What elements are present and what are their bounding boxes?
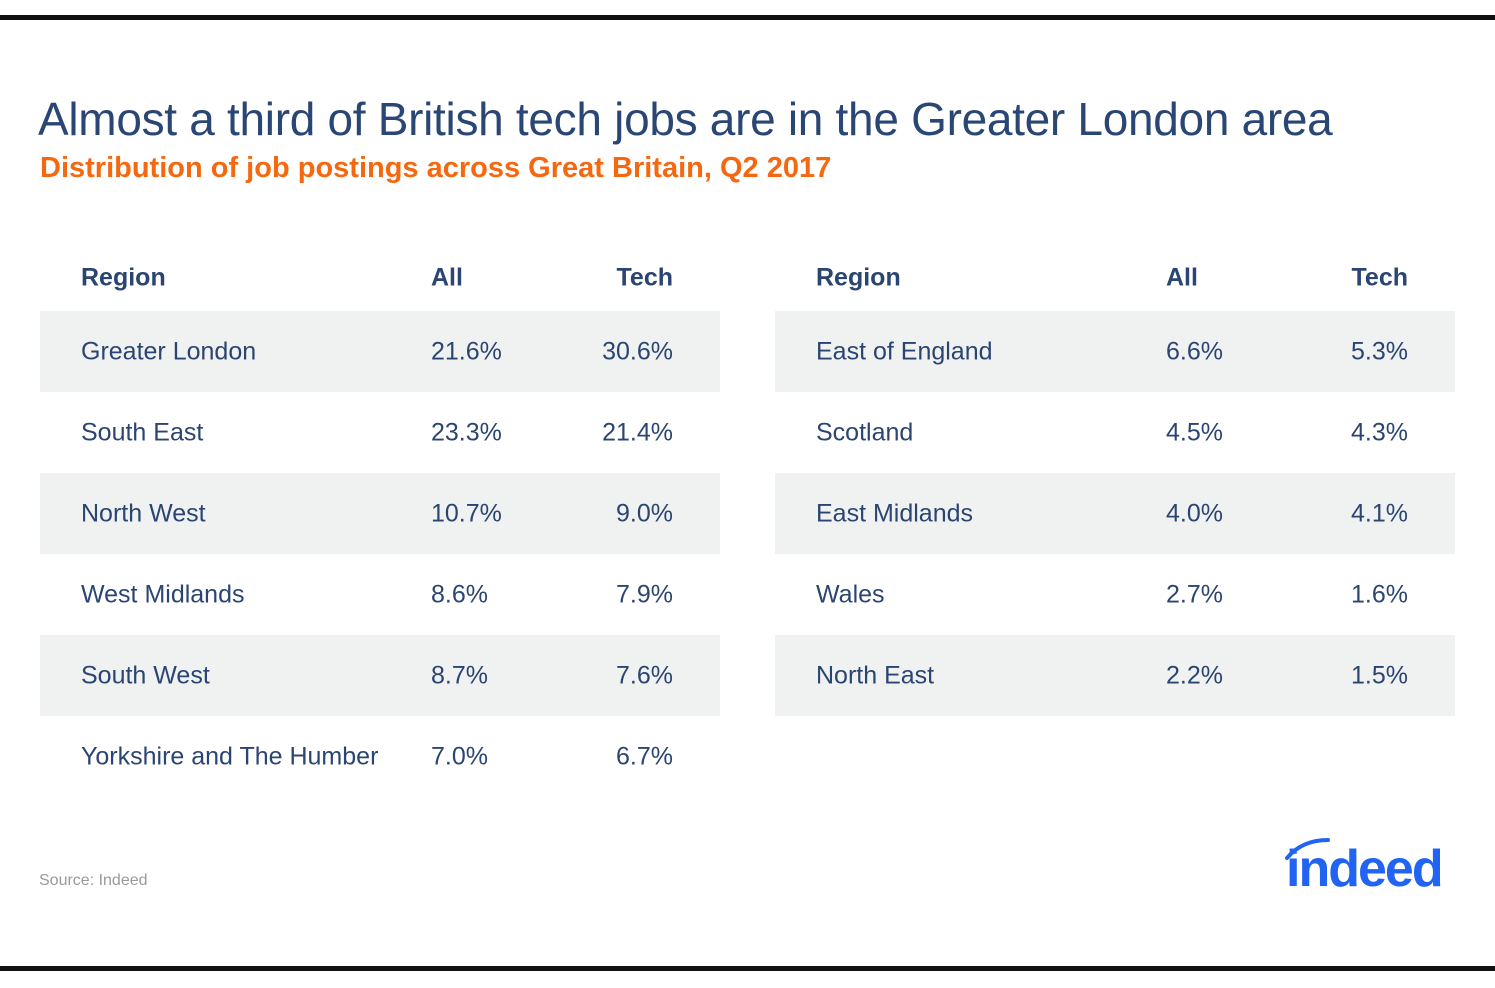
tech-value-cell: 9.0% xyxy=(616,499,673,527)
all-value-cell: 8.7% xyxy=(431,661,488,689)
table-row: South West 8.7% 7.6% xyxy=(40,635,720,716)
table-row: South East 23.3% 21.4% xyxy=(40,392,720,473)
indeed-logo: indeed xyxy=(1285,838,1444,896)
table-row: Yorkshire and The Humber 7.0% 6.7% xyxy=(40,716,720,797)
tech-value-cell: 4.3% xyxy=(1351,418,1408,446)
all-value-cell: 10.7% xyxy=(431,499,502,527)
region-cell: South West xyxy=(81,661,210,689)
column-header: Region xyxy=(816,263,901,292)
region-cell: South East xyxy=(81,418,204,446)
source-note: Source: Indeed xyxy=(39,872,148,889)
table-row: East Midlands 4.0% 4.1% xyxy=(775,473,1455,554)
region-cell: North West xyxy=(81,499,206,527)
region-cell: West Midlands xyxy=(81,580,245,608)
table-row: North West 10.7% 9.0% xyxy=(40,473,720,554)
table-row: Scotland 4.5% 4.3% xyxy=(775,392,1455,473)
all-value-cell: 4.0% xyxy=(1166,499,1223,527)
region-cell: Wales xyxy=(816,580,885,608)
column-header: Tech xyxy=(1351,263,1409,292)
column-header: All xyxy=(1166,263,1198,292)
all-value-cell: 2.2% xyxy=(1166,661,1223,689)
all-value-cell: 4.5% xyxy=(1166,418,1223,446)
table-row: Wales 2.7% 1.6% xyxy=(775,554,1455,635)
all-value-cell: 8.6% xyxy=(431,580,488,608)
tech-value-cell: 30.6% xyxy=(602,337,673,365)
table-row: Greater London 21.6% 30.6% xyxy=(40,311,720,392)
table-right: Region All Tech East of England 6.6% 5.3% Scot… xyxy=(775,245,1455,716)
all-value-cell: 2.7% xyxy=(1166,580,1223,608)
tech-value-cell: 5.3% xyxy=(1351,337,1408,365)
region-cell: Scotland xyxy=(816,418,914,446)
column-header: All xyxy=(431,263,463,292)
region-cell: North East xyxy=(816,661,935,689)
table-row: North East 2.2% 1.5% xyxy=(775,635,1455,716)
all-value-cell: 6.6% xyxy=(1166,337,1223,365)
tech-value-cell: 1.5% xyxy=(1351,661,1408,689)
chart-title: Almost a third of British tech jobs are … xyxy=(38,93,1333,145)
tech-value-cell: 7.9% xyxy=(616,580,673,608)
tech-value-cell: 21.4% xyxy=(602,418,673,446)
tech-value-cell: 7.6% xyxy=(616,661,673,689)
all-value-cell: 7.0% xyxy=(431,742,488,770)
tech-value-cell: 6.7% xyxy=(616,742,673,770)
region-cell: Greater London xyxy=(81,337,257,365)
column-header: Region xyxy=(81,263,166,292)
table-left: Region All Tech Greater London 21.6% 30.6% Sou… xyxy=(40,245,720,797)
chart-subtitle: Distribution of job postings across Grea… xyxy=(40,152,832,184)
all-value-cell: 23.3% xyxy=(431,418,502,446)
tech-value-cell: 4.1% xyxy=(1351,499,1408,527)
tech-value-cell: 1.6% xyxy=(1351,580,1408,608)
table-header-row: Region All Tech xyxy=(775,245,1455,311)
top-rule xyxy=(0,15,1495,20)
table-row: West Midlands 8.6% 7.9% xyxy=(40,554,720,635)
table-header-row: Region All Tech xyxy=(40,245,720,311)
region-cell: East of England xyxy=(816,337,993,365)
column-header: Tech xyxy=(616,263,674,292)
region-cell: Yorkshire and The Humber xyxy=(81,742,379,770)
table-row: East of England 6.6% 5.3% xyxy=(775,311,1455,392)
all-value-cell: 21.6% xyxy=(431,337,502,365)
bottom-rule xyxy=(0,966,1495,971)
region-cell: East Midlands xyxy=(816,499,974,527)
logo-text: indeed xyxy=(1286,840,1442,896)
